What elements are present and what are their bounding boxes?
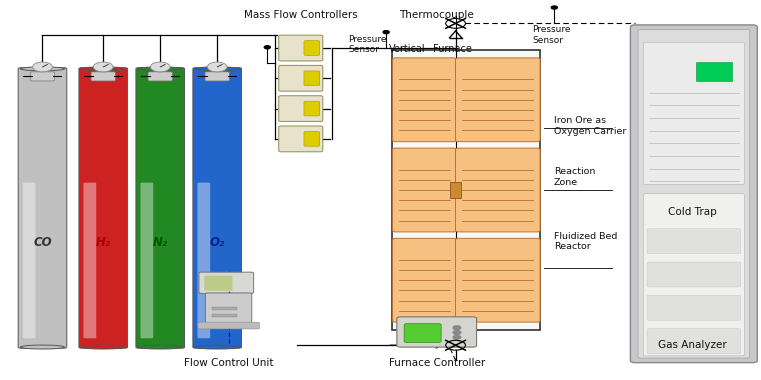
FancyBboxPatch shape [304, 41, 320, 55]
FancyBboxPatch shape [279, 126, 323, 152]
Circle shape [151, 62, 170, 72]
Circle shape [551, 6, 557, 9]
FancyBboxPatch shape [647, 229, 740, 253]
Text: Thermocouple: Thermocouple [399, 10, 473, 20]
Circle shape [264, 46, 270, 49]
Text: Furnace: Furnace [433, 44, 472, 54]
Circle shape [453, 326, 460, 329]
FancyBboxPatch shape [304, 71, 320, 86]
Text: Fluidized Bed
Reactor: Fluidized Bed Reactor [554, 232, 617, 251]
Ellipse shape [21, 67, 65, 71]
Text: Mass Flow Controllers: Mass Flow Controllers [244, 10, 358, 20]
FancyBboxPatch shape [304, 101, 320, 116]
Text: Pressure
Sensor: Pressure Sensor [533, 25, 571, 45]
Circle shape [453, 331, 460, 334]
FancyBboxPatch shape [396, 317, 476, 347]
Text: Pressure
Sensor: Pressure Sensor [349, 35, 387, 54]
FancyBboxPatch shape [279, 65, 323, 91]
Bar [696, 62, 731, 81]
Ellipse shape [21, 345, 65, 349]
Text: Cold Trap: Cold Trap [667, 207, 716, 217]
Circle shape [383, 31, 389, 34]
FancyBboxPatch shape [630, 25, 757, 363]
Circle shape [94, 62, 113, 72]
FancyBboxPatch shape [279, 35, 323, 61]
FancyBboxPatch shape [193, 68, 241, 348]
Text: Reaction
Zone: Reaction Zone [554, 167, 595, 187]
FancyBboxPatch shape [647, 329, 740, 353]
FancyBboxPatch shape [643, 194, 744, 356]
FancyBboxPatch shape [456, 238, 540, 322]
FancyBboxPatch shape [393, 238, 457, 322]
FancyBboxPatch shape [205, 72, 229, 81]
Text: Gas Analyzer: Gas Analyzer [658, 340, 726, 350]
FancyBboxPatch shape [148, 72, 173, 81]
FancyBboxPatch shape [23, 183, 36, 338]
Ellipse shape [81, 345, 126, 349]
Text: Flow Control Unit: Flow Control Unit [184, 358, 273, 369]
FancyBboxPatch shape [456, 148, 540, 232]
Ellipse shape [81, 67, 126, 71]
Circle shape [33, 62, 53, 72]
FancyBboxPatch shape [205, 293, 252, 324]
FancyBboxPatch shape [79, 68, 128, 348]
FancyBboxPatch shape [279, 96, 323, 122]
FancyBboxPatch shape [91, 72, 116, 81]
FancyBboxPatch shape [647, 295, 740, 320]
FancyBboxPatch shape [643, 42, 744, 184]
FancyBboxPatch shape [18, 68, 67, 348]
FancyBboxPatch shape [456, 58, 540, 142]
FancyBboxPatch shape [404, 324, 441, 342]
Ellipse shape [195, 67, 239, 71]
Bar [392, 50, 540, 330]
Text: H₂: H₂ [96, 236, 111, 249]
Circle shape [207, 62, 227, 72]
Text: O₂: O₂ [209, 236, 224, 249]
FancyBboxPatch shape [199, 272, 253, 293]
Text: Iron Ore as
Oxygen Carrier: Iron Ore as Oxygen Carrier [554, 116, 626, 136]
Circle shape [453, 336, 460, 339]
Bar [451, 182, 461, 198]
Ellipse shape [139, 67, 182, 71]
FancyBboxPatch shape [647, 262, 740, 287]
Text: Vertical: Vertical [389, 44, 425, 54]
FancyBboxPatch shape [197, 183, 210, 338]
Ellipse shape [195, 345, 239, 349]
Text: CO: CO [33, 236, 52, 249]
FancyBboxPatch shape [84, 183, 96, 338]
FancyBboxPatch shape [30, 72, 55, 81]
FancyBboxPatch shape [136, 68, 184, 348]
FancyBboxPatch shape [393, 148, 457, 232]
Text: Furnace Controller: Furnace Controller [389, 358, 485, 369]
Bar [212, 307, 237, 310]
FancyBboxPatch shape [393, 58, 457, 142]
FancyBboxPatch shape [141, 183, 153, 338]
Bar [212, 314, 237, 317]
Ellipse shape [139, 345, 182, 349]
FancyBboxPatch shape [638, 30, 750, 358]
FancyBboxPatch shape [204, 276, 232, 291]
FancyBboxPatch shape [198, 322, 260, 329]
Text: N₂: N₂ [153, 236, 167, 249]
FancyBboxPatch shape [304, 131, 320, 146]
